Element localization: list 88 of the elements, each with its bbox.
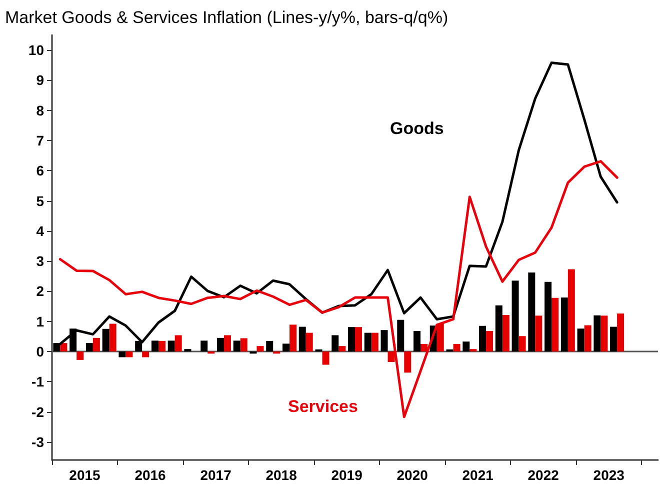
bar bbox=[453, 344, 460, 352]
x-tick-label: 2021 bbox=[462, 467, 494, 483]
bar bbox=[528, 272, 536, 352]
bar bbox=[109, 324, 116, 352]
bar bbox=[577, 328, 584, 352]
chart-title: Market Goods & Services Inflation (Lines-y/y%, bars-q/q%) bbox=[5, 8, 448, 27]
bar bbox=[282, 344, 290, 352]
bar bbox=[560, 298, 568, 352]
bar bbox=[158, 340, 166, 352]
bar bbox=[60, 343, 68, 352]
y-tick-label: 8 bbox=[36, 102, 44, 118]
bar bbox=[126, 351, 133, 358]
bar bbox=[404, 351, 412, 373]
bar bbox=[355, 327, 362, 352]
bar bbox=[298, 326, 306, 352]
x-tick-label: 2019 bbox=[331, 467, 363, 483]
y-tick-label: 9 bbox=[36, 72, 44, 88]
bar bbox=[436, 324, 444, 352]
bar bbox=[240, 338, 248, 352]
bar bbox=[86, 343, 93, 352]
bar bbox=[151, 340, 158, 352]
y-tick-label: -2 bbox=[32, 404, 44, 420]
bar bbox=[289, 324, 296, 352]
bar bbox=[273, 351, 280, 354]
bar bbox=[208, 351, 215, 354]
bar bbox=[224, 335, 231, 352]
bar bbox=[266, 340, 274, 352]
bar bbox=[462, 342, 470, 352]
bar bbox=[495, 305, 502, 352]
bar bbox=[535, 316, 542, 352]
bar bbox=[584, 325, 592, 352]
bar bbox=[600, 316, 608, 352]
y-tick-label: 10 bbox=[28, 42, 44, 58]
bar bbox=[250, 351, 257, 354]
x-tick-label: 2022 bbox=[528, 467, 560, 483]
bar bbox=[174, 335, 182, 352]
y-tick-label: 6 bbox=[36, 162, 44, 179]
x-tick-label: 2020 bbox=[396, 467, 428, 483]
bar bbox=[102, 328, 110, 352]
bar bbox=[544, 282, 552, 352]
x-tick-label: 2017 bbox=[200, 467, 232, 483]
bar bbox=[414, 330, 421, 352]
bar bbox=[233, 340, 240, 352]
line-series bbox=[58, 160, 618, 418]
bar bbox=[256, 346, 264, 352]
bar bbox=[348, 327, 355, 352]
bar bbox=[322, 351, 330, 365]
bar bbox=[610, 326, 618, 352]
bar bbox=[338, 346, 346, 352]
bar bbox=[420, 344, 428, 352]
y-tick-label: 2 bbox=[36, 283, 44, 300]
y-tick-label: 5 bbox=[36, 192, 44, 209]
bar bbox=[332, 335, 339, 352]
bar bbox=[502, 315, 510, 352]
bar bbox=[518, 336, 526, 352]
text: Goods bbox=[390, 119, 444, 138]
x-tick-label: 2015 bbox=[69, 467, 101, 483]
bar bbox=[142, 351, 150, 358]
y-tick-label: 3 bbox=[36, 253, 44, 270]
text: Services bbox=[288, 397, 358, 416]
bar bbox=[388, 351, 395, 362]
bar bbox=[306, 332, 313, 352]
bar bbox=[168, 340, 175, 352]
y-tick-label: 1 bbox=[36, 313, 44, 330]
y-tick-label: -3 bbox=[32, 434, 44, 450]
bar bbox=[486, 330, 494, 352]
bar bbox=[364, 332, 372, 352]
y-tick-label: 4 bbox=[36, 222, 44, 239]
bar bbox=[568, 269, 575, 352]
bar bbox=[92, 338, 100, 352]
bar bbox=[76, 351, 84, 360]
bar bbox=[617, 314, 624, 352]
x-tick-label: 2023 bbox=[593, 467, 625, 483]
x-tick-label: 2016 bbox=[134, 467, 166, 483]
y-tick-label: 7 bbox=[36, 132, 44, 148]
bar bbox=[380, 330, 388, 352]
bar bbox=[118, 351, 126, 358]
y-tick-label: -1 bbox=[32, 374, 44, 390]
bar bbox=[512, 280, 519, 352]
bar bbox=[200, 340, 208, 352]
y-tick-label: 0 bbox=[36, 343, 44, 360]
bar bbox=[594, 315, 601, 352]
bar bbox=[371, 332, 378, 352]
x-tick-label: 2018 bbox=[266, 467, 298, 483]
bar bbox=[479, 326, 486, 352]
bar bbox=[397, 320, 404, 352]
bar bbox=[216, 338, 224, 352]
bar bbox=[552, 298, 559, 352]
